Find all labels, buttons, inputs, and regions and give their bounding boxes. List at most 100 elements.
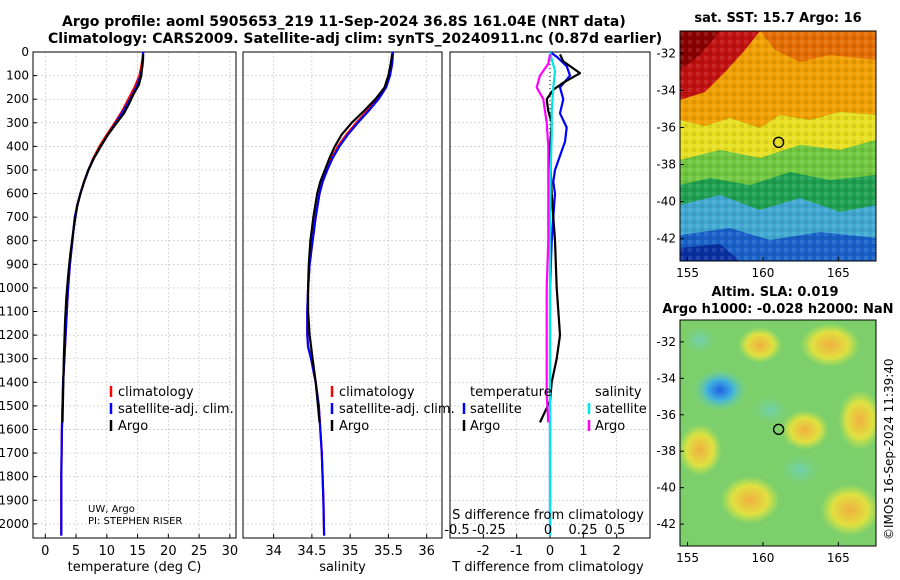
y-tick-label: 1600 (0, 422, 29, 436)
x-tick-label: 25 (191, 544, 208, 559)
top-x-tick-label: 0 (544, 523, 552, 538)
map-frame (679, 319, 877, 547)
map-x-tick-label: 165 (827, 551, 850, 565)
top-x-tick-label: -0.5 (444, 523, 469, 538)
x-axis-label: T difference from climatology (451, 560, 644, 575)
plot-frame (242, 51, 443, 539)
legend-label: satellite (470, 402, 522, 417)
y-tick-label: 800 (6, 234, 29, 248)
legend-label: satellite (595, 402, 647, 417)
map-x-tick-label: 160 (751, 266, 774, 280)
credit-annotation: PI: STEPHEN RISER (88, 516, 182, 527)
copyright-stamp: ©IMOS 16-Sep-2024 11:39:40 (882, 358, 896, 540)
top-x-axis-label: S difference from climatology (452, 508, 644, 523)
map-x-tick-label: 165 (827, 266, 850, 280)
argo-position-marker (772, 136, 785, 148)
y-tick-label: 0 (21, 45, 29, 59)
y-tick-label: 2000 (0, 517, 29, 531)
sst-map-image (680, 31, 876, 261)
map-x-tick-label: 155 (676, 266, 699, 280)
map-y-tick-label: -34 (656, 83, 676, 97)
y-tick-label: 300 (6, 116, 29, 130)
series-line-argo (307, 54, 394, 423)
y-tick-label: 1500 (0, 399, 29, 413)
map-y-tick-label: -32 (656, 335, 676, 349)
legend-title-salinity: salinity (595, 385, 642, 400)
y-tick-label: 1700 (0, 446, 29, 460)
top-x-tick-label: -0.25 (472, 523, 506, 538)
argo-position-marker (772, 423, 785, 436)
map-y-tick-label: -38 (656, 444, 676, 458)
x-tick-label: 36 (418, 544, 435, 559)
series-line-climatology (60, 51, 145, 536)
x-tick-label: 10 (99, 544, 116, 559)
y-tick-label: 1900 (0, 493, 29, 507)
x-tick-label: 2 (613, 544, 621, 559)
figure-title-line2: Climatology: CARS2009. Satellite-adj cli… (48, 31, 663, 47)
y-tick-label: 200 (6, 92, 29, 106)
top-x-tick-label: 0.25 (569, 523, 598, 538)
map-y-tick-label: -42 (656, 517, 676, 531)
legend-label: climatology (339, 385, 415, 400)
legend-label: climatology (118, 385, 194, 400)
map-y-tick-label: -42 (656, 232, 676, 246)
series-line-argo (61, 54, 145, 423)
legend-label: satellite-adj. clim. (118, 402, 234, 417)
legend-label: Argo (118, 419, 148, 434)
legend-label: Argo (595, 419, 625, 434)
x-tick-label: 30 (222, 544, 239, 559)
legend-label: Argo (339, 419, 369, 434)
x-tick-label: 1 (579, 544, 587, 559)
map-y-tick-label: -36 (656, 408, 676, 422)
y-tick-label: 600 (6, 187, 29, 201)
y-tick-label: 400 (6, 139, 29, 153)
map-y-tick-label: -40 (656, 195, 676, 209)
map-x-tick-label: 155 (676, 551, 699, 565)
x-axis-label: salinity (319, 560, 366, 575)
y-tick-label: 1200 (0, 328, 29, 342)
series-line-s-argo (535, 54, 552, 423)
top-x-tick-label: 0.5 (605, 523, 626, 538)
sst-map-title: sat. SST: 15.7 Argo: 16 (694, 11, 861, 26)
y-tick-label: 100 (6, 69, 29, 83)
x-tick-label: 35.5 (374, 544, 403, 559)
series-line-s-satellite (548, 51, 557, 536)
sla-map-title-line2: Argo h1000: -0.028 h2000: NaN (662, 302, 893, 317)
x-tick-label: 0 (41, 544, 49, 559)
map-y-tick-label: -34 (656, 371, 676, 385)
sla-map-title-line1: Altim. SLA: 0.019 (712, 285, 839, 300)
legend-label: Argo (470, 419, 500, 434)
y-tick-label: 1800 (0, 470, 29, 484)
map-x-tick-label: 160 (751, 551, 774, 565)
series-line-satellite-adj-clim- (60, 52, 145, 536)
x-tick-label: 34.5 (297, 544, 326, 559)
y-tick-label: 700 (6, 210, 29, 224)
map-frame (679, 30, 877, 262)
y-tick-label: 1000 (0, 281, 29, 295)
map-y-tick-label: -36 (656, 120, 676, 134)
y-tick-label: 1300 (0, 352, 29, 366)
series-line-t-satellite (548, 51, 572, 536)
y-tick-label: 1100 (0, 305, 29, 319)
x-tick-label: -1 (510, 544, 523, 559)
x-tick-label: 20 (160, 544, 177, 559)
x-tick-label: 35 (342, 544, 359, 559)
y-tick-label: 500 (6, 163, 29, 177)
x-tick-label: 34 (265, 544, 282, 559)
map-y-tick-label: -38 (656, 158, 676, 172)
x-tick-label: 0 (546, 544, 554, 559)
credit-annotation: UW, Argo (88, 504, 135, 515)
map-y-tick-label: -32 (656, 46, 676, 60)
plot-frame (32, 51, 237, 539)
map-y-tick-label: -40 (656, 481, 676, 495)
x-tick-label: -2 (477, 544, 490, 559)
sla-map-image (680, 320, 876, 546)
y-tick-label: 900 (6, 257, 29, 271)
legend-label: satellite-adj. clim. (339, 402, 455, 417)
x-tick-label: 5 (72, 544, 80, 559)
x-axis-label: temperature (deg C) (68, 560, 202, 575)
x-tick-label: 15 (129, 544, 146, 559)
figure-title-line1: Argo profile: aoml 5905653_219 11-Sep-20… (62, 14, 626, 30)
legend-title-temperature: temperature (470, 385, 552, 400)
